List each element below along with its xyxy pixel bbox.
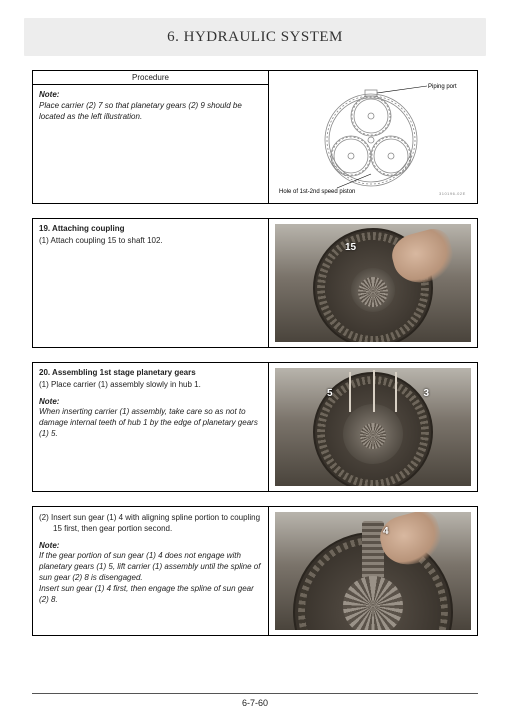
step19-title: 19. Attaching coupling [39,224,262,235]
step20b-note-text2: Insert sun gear (1) 4 first, then engage… [39,584,262,606]
procedure-header: Procedure [33,71,268,85]
step20-note-label: Note: [39,397,262,408]
header-band: 6. HYDRAULIC SYSTEM [24,18,486,56]
note-label: Note: [39,90,262,101]
step20-note-text: When inserting carrier (1) assembly, tak… [39,407,262,439]
step20-line1: (1) Place carrier (1) assembly slowly in… [39,380,262,391]
section-20-2: (2) Insert sun gear (1) 4 with aligning … [32,506,478,636]
callout-3: 3 [423,388,429,399]
step20b-note-text1: If the gear portion of sun gear (1) 4 do… [39,551,262,583]
planetary-diagram: Piping port Hole of 1st-2nd speed piston… [277,76,469,198]
page-title: 6. HYDRAULIC SYSTEM [167,29,343,46]
step20-title: 20. Assembling 1st stage planetary gears [39,368,262,379]
step19-photo: 15 [275,224,471,342]
section-19: 19. Attaching coupling (1) Attach coupli… [32,218,478,348]
hole-label: Hole of 1st-2nd speed piston [279,189,355,195]
svg-text:310196-02E: 310196-02E [439,191,466,196]
piping-port-label: Piping port [428,84,457,90]
note-text: Place carrier (2) 7 so that planetary ge… [39,101,262,123]
section-20: 20. Assembling 1st stage planetary gears… [32,362,478,492]
callout-5: 5 [327,388,333,399]
section-note-diagram: Procedure Note: Place carrier (2) 7 so t… [32,70,478,204]
page-number: 6-7-60 [32,693,478,708]
step19-line1: (1) Attach coupling 15 to shaft 102. [39,236,262,247]
step20b-photo: 4 [275,512,471,630]
step20-photo: 5 3 [275,368,471,486]
callout-4: 4 [383,526,389,537]
callout-15: 15 [345,242,356,253]
step20b-line1: (2) Insert sun gear (1) 4 with aligning … [53,513,262,535]
step20b-note-label: Note: [39,541,262,552]
